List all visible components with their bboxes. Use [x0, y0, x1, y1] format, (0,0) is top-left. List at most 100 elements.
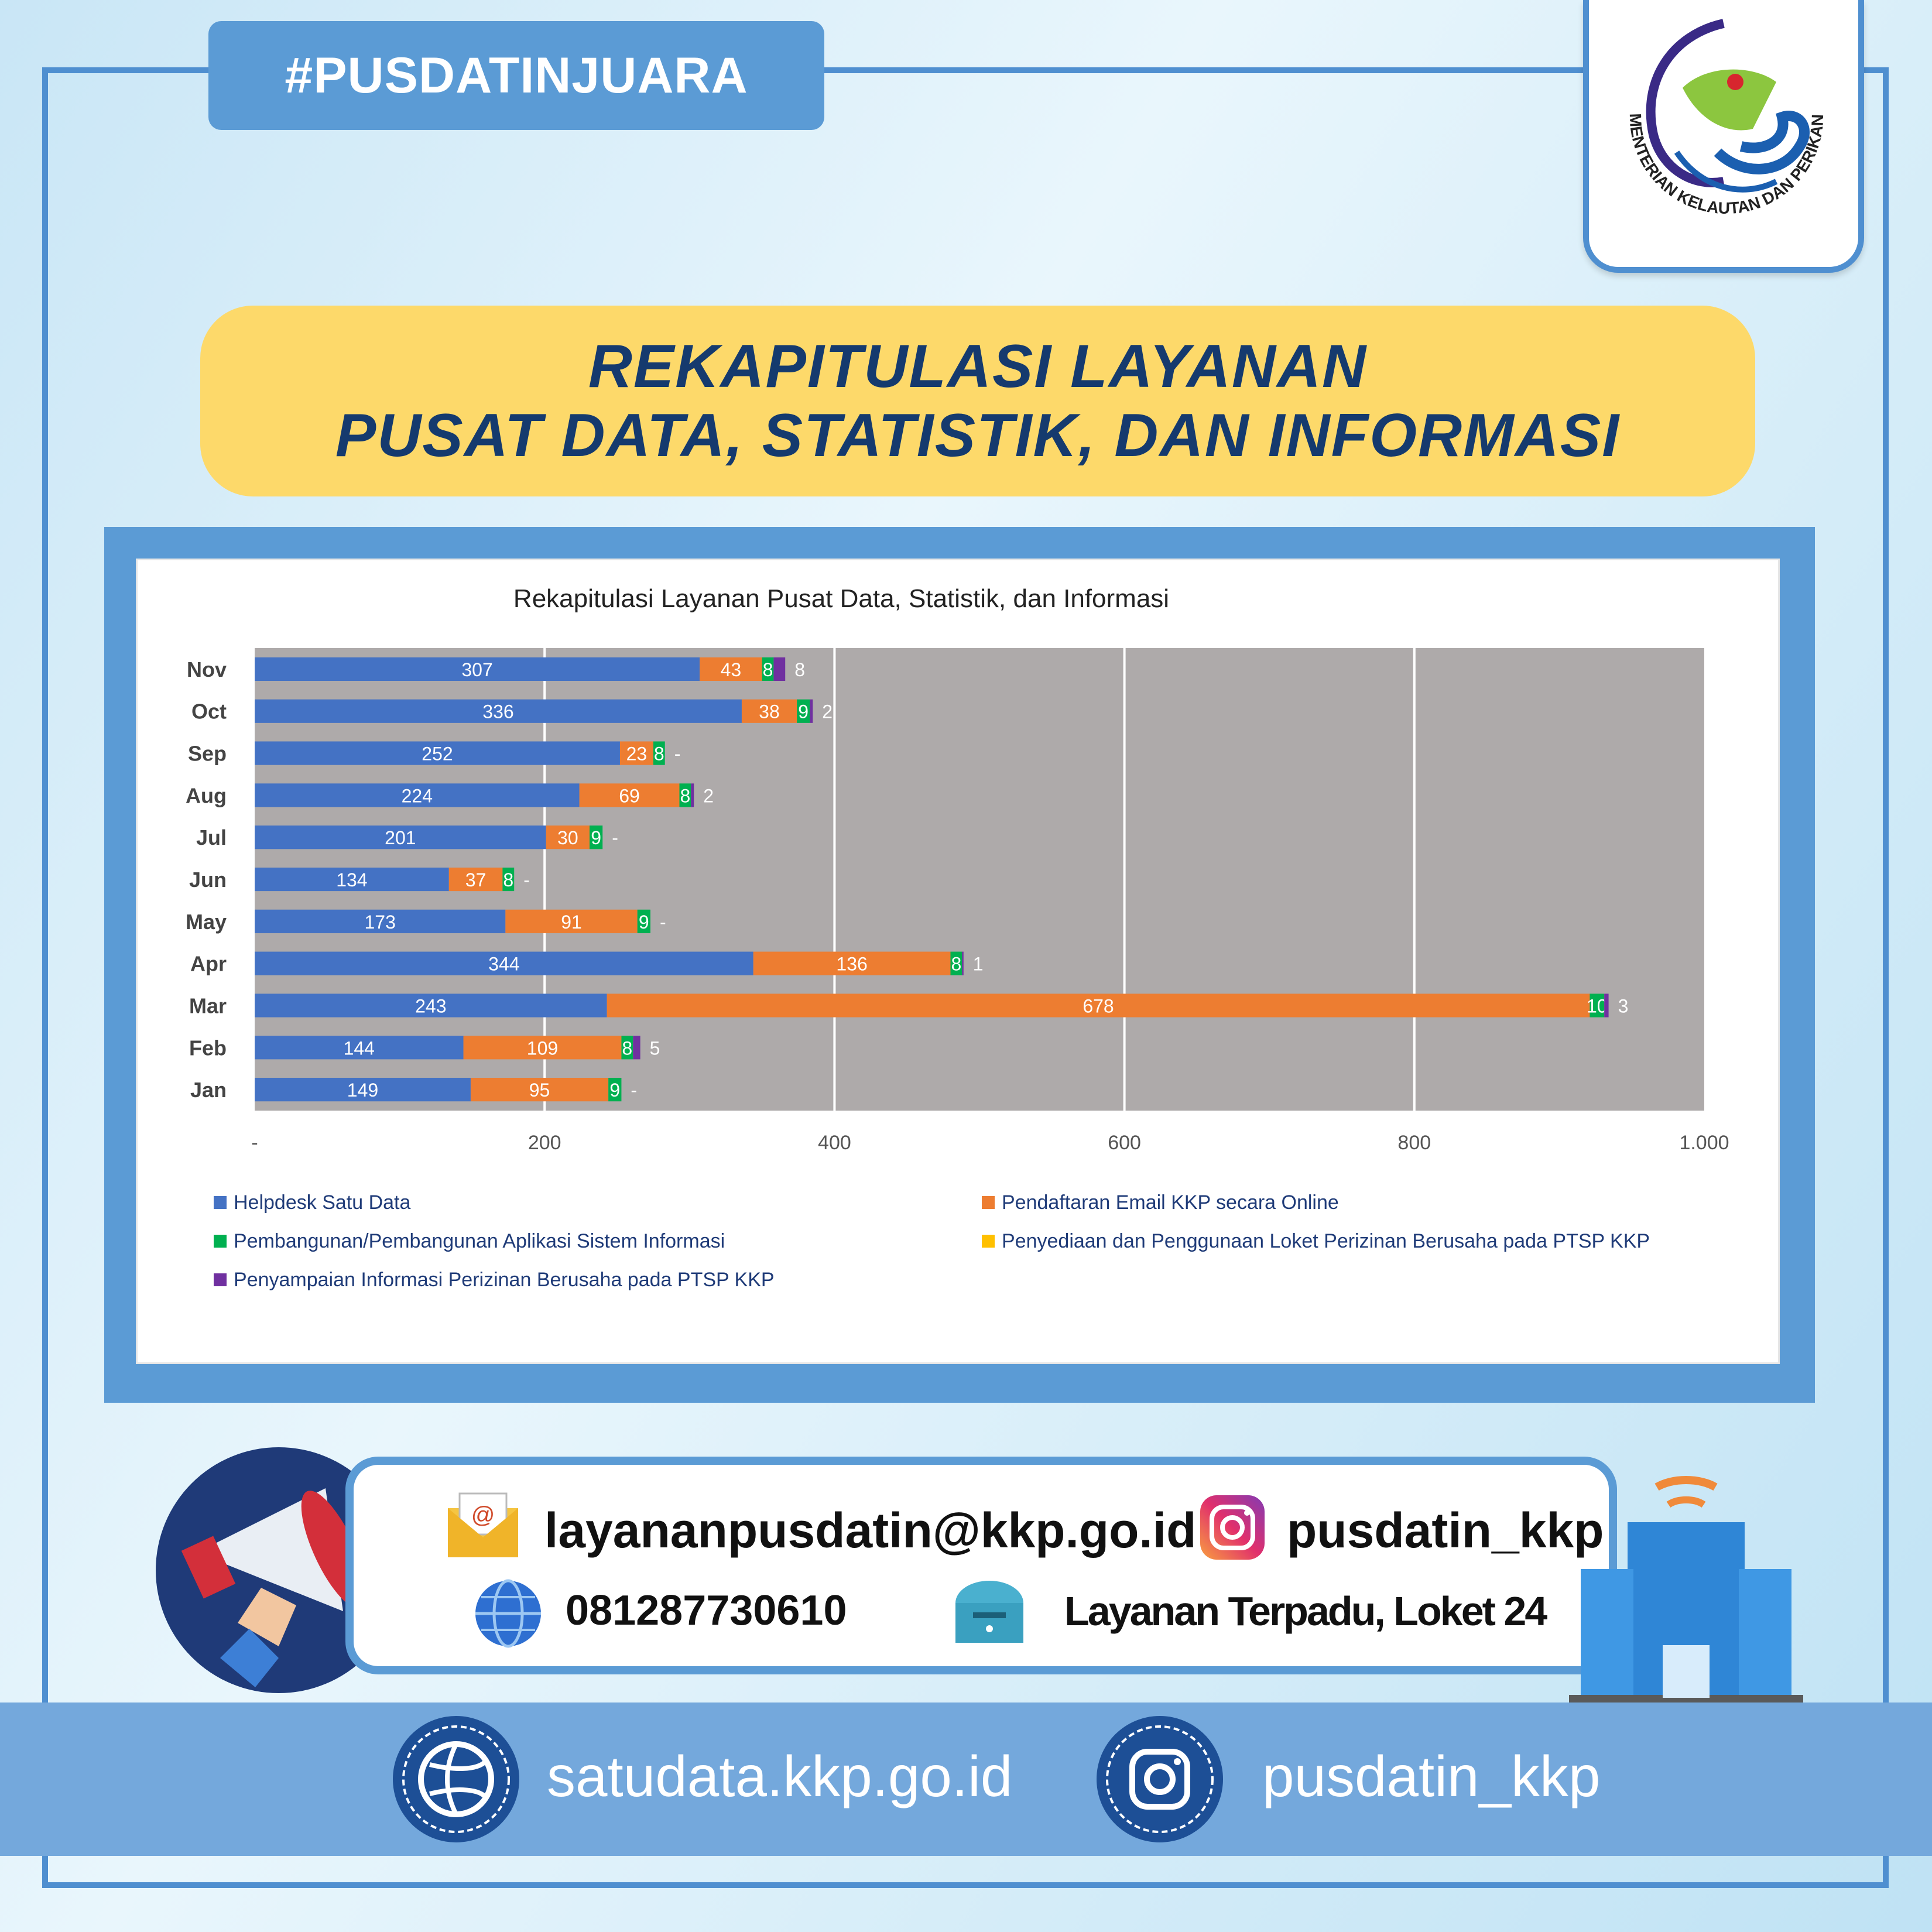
bar-data-label: -	[631, 1080, 637, 1101]
contact-location: Layanan Terpadu, Loket 24	[1064, 1588, 1547, 1634]
bar-segment	[762, 657, 774, 681]
x-tick-label: 200	[528, 1132, 561, 1154]
bar-data-label: 8	[763, 659, 773, 680]
bar-segment	[255, 1036, 464, 1060]
legend-swatch	[214, 1273, 227, 1286]
bar-segment	[633, 1036, 640, 1060]
page-frame	[42, 67, 1889, 1888]
globe-icon	[472, 1577, 544, 1650]
hashtag-label: #PUSDATINJUARA	[208, 21, 824, 130]
bar-segment	[653, 741, 665, 765]
bar-data-label: 336	[482, 701, 513, 722]
bar-data-label: 95	[529, 1080, 550, 1101]
bar-segment	[470, 1077, 609, 1102]
bar-segment	[1604, 994, 1609, 1018]
bar-data-label: 43	[721, 659, 742, 680]
y-category-label: Aug	[186, 783, 227, 807]
bar-segment	[546, 825, 590, 849]
bar-segment	[679, 783, 691, 807]
web-icon[interactable]	[389, 1712, 523, 1847]
contact-phone[interactable]: 081287730610	[566, 1587, 847, 1634]
bar-segment	[797, 699, 810, 723]
bar-segment	[1590, 994, 1605, 1018]
bar-data-label: 109	[527, 1037, 558, 1059]
x-tick-label: 800	[1397, 1132, 1431, 1154]
bar-data-label: 3	[1618, 995, 1629, 1016]
bar-segment	[255, 951, 753, 975]
y-category-label: Jun	[189, 868, 227, 892]
legend-label: Pendaftaran Email KKP secara Online	[1002, 1191, 1339, 1214]
legend-label: Pembangunan/Pembangunan Aplikasi Sistem …	[234, 1230, 725, 1252]
bar-segment	[607, 994, 1590, 1018]
stacked-bar-chart: Rekapitulasi Layanan Pusat Data, Statist…	[186, 584, 1729, 1291]
bar-segment	[637, 909, 650, 933]
contact-instagram[interactable]: pusdatin_kkp	[1287, 1503, 1604, 1558]
bar-segment	[691, 783, 694, 807]
bar-data-label: 9	[609, 1080, 620, 1101]
bar-data-label: 252	[422, 744, 453, 765]
bar-segment	[463, 1036, 622, 1060]
bar-data-label: 37	[465, 869, 487, 890]
bar-segment	[255, 825, 546, 849]
bar-segment	[255, 1077, 471, 1102]
legend-label: Penyampaian Informasi Perizinan Berusaha…	[234, 1269, 775, 1291]
bar-segment	[255, 994, 607, 1018]
bar-data-label: 8	[794, 659, 805, 680]
bar-data-label: 1	[973, 954, 984, 975]
bar-data-label: 224	[402, 785, 433, 806]
footer-band	[0, 1703, 1932, 1856]
legend-swatch	[982, 1196, 995, 1209]
y-category-label: Nov	[187, 657, 227, 681]
bar-data-label: 10	[1587, 995, 1608, 1016]
bar-segment	[753, 951, 951, 975]
bar-segment	[589, 825, 603, 849]
y-category-label: Jan	[190, 1078, 227, 1102]
mail-icon: @	[445, 1491, 521, 1560]
bar-data-label: 8	[951, 954, 961, 975]
bar-data-label: 134	[336, 869, 367, 890]
bar-data-label: 38	[759, 701, 780, 722]
bar-data-label: 91	[561, 912, 582, 933]
legend-label: Penyediaan dan Penggunaan Loket Perizina…	[1002, 1230, 1650, 1252]
contact-email[interactable]: layananpusdatin@kkp.go.id	[544, 1503, 1197, 1558]
svg-text:@: @	[471, 1502, 495, 1528]
footer-instagram[interactable]: pusdatin_kkp	[1262, 1744, 1601, 1808]
bar-segment	[741, 699, 797, 723]
bar-segment	[962, 951, 964, 975]
y-category-label: Feb	[189, 1036, 227, 1060]
bar-data-label: -	[674, 744, 681, 765]
mailbox-icon	[950, 1580, 1029, 1645]
legend-swatch	[214, 1196, 227, 1209]
bar-data-label: -	[612, 827, 618, 848]
legend-swatch	[982, 1235, 995, 1248]
bar-data-label: 23	[626, 744, 648, 765]
kkp-logo-emblem: KEMENTERIAN KELAUTAN DAN PERIKANAN	[1583, 0, 1827, 217]
chart-panel: Rekapitulasi Layanan Pusat Data, Statist…	[136, 559, 1780, 1364]
bar-segment	[255, 867, 449, 892]
x-tick-label: 600	[1108, 1132, 1141, 1154]
x-tick-label: -	[251, 1132, 258, 1154]
bar-data-label: 136	[836, 954, 867, 975]
bar-segment	[502, 867, 515, 892]
bar-data-label: 149	[347, 1080, 378, 1101]
bar-segment	[255, 741, 620, 765]
y-category-label: Sep	[188, 742, 227, 766]
y-category-label: Oct	[191, 700, 227, 724]
footer-instagram-icon[interactable]	[1092, 1712, 1227, 1847]
bar-segment	[579, 783, 680, 807]
legend-label: Helpdesk Satu Data	[234, 1191, 410, 1214]
footer-website[interactable]: satudata.kkp.go.id	[547, 1744, 1013, 1808]
bar-data-label: 307	[461, 659, 492, 680]
bar-data-label: 5	[650, 1037, 660, 1059]
bar-data-label: -	[523, 869, 530, 890]
bar-segment	[773, 657, 786, 681]
bar-segment	[448, 867, 503, 892]
bar-data-label: 9	[591, 827, 601, 848]
bar-segment	[950, 951, 962, 975]
legend-swatch	[214, 1235, 227, 1248]
bar-segment	[608, 1077, 622, 1102]
banner-title-line2: PUSAT DATA, STATISTIK, DAN INFORMASI	[335, 402, 1621, 470]
chart-title: Rekapitulasi Layanan Pusat Data, Statist…	[513, 584, 1169, 613]
bar-segment	[255, 783, 580, 807]
bar-data-label: -	[660, 912, 666, 933]
